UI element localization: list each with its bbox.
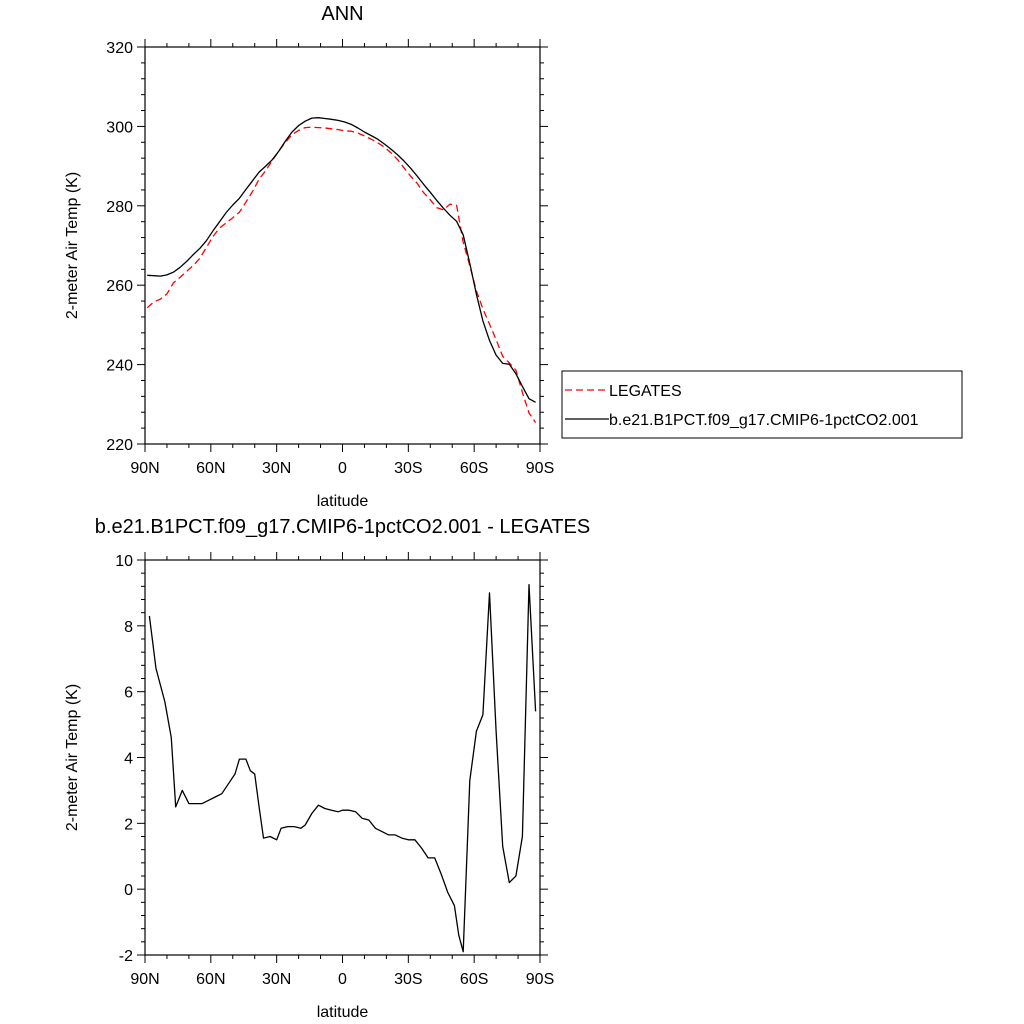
plot-border [144,46,541,445]
y-tick-label: 2 [124,816,133,833]
y-tick-label: -2 [119,948,133,965]
y-tick-label: 260 [106,278,133,295]
x-axis-label: latitude [317,1004,369,1021]
x-tick-label: 90N [130,971,159,988]
y-tick-label: 220 [106,437,133,454]
x-tick-label: 0 [338,460,347,477]
chart-title: b.e21.B1PCT.f09_g17.CMIP6-1pctCO2.001 - … [95,516,590,538]
plot-frame [144,46,541,445]
plot-border [144,559,541,956]
y-tick-label: 280 [106,199,133,216]
panel-difference: b.e21.B1PCT.f09_g17.CMIP6-1pctCO2.001 - … [64,516,590,1021]
x-tick-label: 30N [262,460,291,477]
axis-ticks: 90N 60N 30N 0 30S 60S 90S -2 0 2 4 6 8 10 [115,552,554,988]
x-tick-label: 0 [338,971,347,988]
y-axis-label: 2-meter Air Temp (K) [64,172,81,319]
x-tick-label: 30S [394,971,422,988]
series-line-1 [147,117,536,403]
y-tick-label: 10 [115,553,133,570]
legend: LEGATES b.e21.B1PCT.f09_g17.CMIP6-1pctCO… [561,370,963,439]
x-tick-label: 90S [526,460,554,477]
series-lines [146,117,537,423]
y-tick-label: 300 [106,119,133,136]
y-tick-label: 6 [124,685,133,702]
x-axis-label: latitude [317,493,369,510]
legend-label-legates: LEGATES [609,383,682,400]
y-tick-label: 8 [124,619,133,636]
y-tick-label: 320 [106,40,133,57]
x-tick-label: 30S [394,460,422,477]
chart-title: ANN [321,3,363,25]
legend-box [561,370,963,439]
legend-label-model: b.e21.B1PCT.f09_g17.CMIP6-1pctCO2.001 [609,412,919,429]
panel-annual-temperature: ANN 90N 60N 30N 0 30S 60S 90S 220 240 260 280 300 32… [64,3,963,510]
x-tick-label: 60S [460,460,488,477]
x-tick-label: 90N [130,460,159,477]
axis-ticks: 90N 60N 30N 0 30S 60S 90S 220 240 260 280 300 320 [106,39,554,477]
y-tick-label: 240 [106,358,133,375]
x-tick-label: 90S [526,971,554,988]
x-tick-label: 60N [196,971,225,988]
y-tick-label: 0 [124,882,133,899]
x-tick-label: 60N [196,460,225,477]
plot-frame [144,559,541,956]
series-line-0 [148,584,537,953]
y-axis-label: 2-meter Air Temp (K) [64,684,81,831]
y-tick-label: 4 [124,751,133,768]
x-tick-label: 60S [460,971,488,988]
x-tick-label: 30N [262,971,291,988]
series-line-0 [146,126,537,423]
series-lines [148,584,537,953]
